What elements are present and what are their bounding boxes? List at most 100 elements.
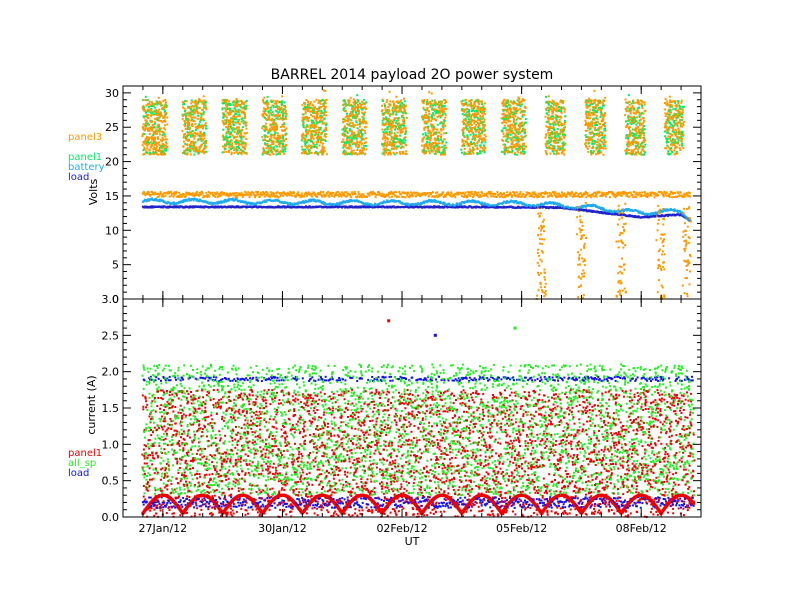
panel3-voltage-point (471, 193, 474, 196)
panel-day-voltage-point (311, 110, 314, 113)
panel3-voltage-point (320, 193, 323, 196)
panel3-voltage-point (233, 192, 236, 195)
panel-day-voltage-point (157, 110, 160, 113)
panel-day-voltage-point (146, 139, 149, 142)
panel-day-voltage-point (391, 137, 394, 140)
panel-day-voltage-point (424, 151, 427, 154)
battery-voltage-point (145, 200, 148, 203)
battery-voltage-point (366, 202, 369, 205)
panel3-voltage-point (336, 194, 339, 196)
panel-day-voltage-point (344, 144, 347, 146)
panel-day-voltage-point (148, 148, 151, 151)
panel-day-voltage-point (310, 130, 313, 133)
battery-voltage-point (249, 203, 252, 206)
panel3-voltage-point (300, 194, 303, 197)
panel-day-voltage-point (462, 121, 465, 124)
panel-day-voltage-point (151, 110, 154, 113)
panel-day-voltage-point (272, 140, 274, 143)
panel-day-voltage-point (235, 146, 238, 148)
panel-day-voltage-point (282, 143, 284, 146)
panel-day-voltage-point (384, 104, 386, 107)
panel-day-voltage-point (389, 124, 392, 126)
panel-day-voltage-point (394, 124, 396, 127)
panel-day-voltage-point (305, 106, 308, 108)
panel-day-voltage-point (354, 134, 357, 136)
battery-voltage-point (173, 201, 175, 204)
panel3-voltage-point (175, 191, 178, 193)
panel-day-voltage-point (184, 110, 186, 113)
panel-day-voltage-point (224, 136, 227, 139)
panel3-voltage-point (473, 193, 476, 196)
battery-voltage-point (186, 199, 189, 202)
panel3-voltage-point (354, 193, 357, 195)
panel-day-voltage-point (191, 148, 194, 151)
panel-day-voltage-point (266, 118, 269, 121)
panel-day-voltage-point (472, 146, 474, 149)
panel-day-voltage-point (205, 139, 207, 142)
panel-day-voltage-point (425, 122, 428, 125)
panel-day-voltage-point (276, 132, 279, 135)
panel-day-voltage-point (423, 136, 426, 139)
panel3-voltage-point (269, 195, 272, 198)
panel3-voltage-point (347, 192, 350, 195)
panel3-voltage-point (493, 195, 496, 198)
panel-day-voltage-point (266, 145, 269, 147)
panel-day-voltage-point (199, 99, 202, 102)
panel3-voltage-point (334, 194, 337, 197)
panel-day-voltage-point (386, 109, 389, 111)
panel3-voltage-point (390, 190, 393, 193)
panel-day-voltage-point (484, 129, 487, 132)
panel-day-voltage-point (197, 115, 200, 117)
panel-day-voltage-point (396, 106, 399, 109)
panel-day-voltage-point (476, 135, 479, 138)
panel3-voltage-point (157, 192, 160, 195)
panel-day-voltage-point (484, 135, 487, 138)
panel-day-voltage-point (223, 102, 226, 105)
panel-day-voltage-point (427, 136, 430, 139)
panel-day-voltage-point (428, 150, 431, 153)
panel-day-voltage-point (148, 128, 151, 131)
battery-voltage-point (254, 203, 256, 206)
battery-voltage-point (232, 197, 235, 200)
panel-day-voltage-point (142, 128, 145, 131)
panel-day-voltage-point (233, 141, 236, 144)
panel-day-voltage-point (323, 111, 326, 114)
panel3-voltage-point (406, 194, 409, 197)
panel-day-voltage-point (153, 110, 156, 113)
panel-day-voltage-point (390, 129, 393, 132)
panel3-voltage-point (155, 193, 158, 195)
panel-day-voltage-point (224, 115, 227, 117)
panel-day-voltage-point (356, 146, 359, 149)
panel-day-voltage-point (389, 132, 392, 135)
panel-day-voltage-point (314, 133, 317, 136)
panel3-voltage-point (193, 193, 196, 196)
panel-day-voltage-point (479, 107, 482, 110)
panel-day-voltage-point (278, 141, 281, 144)
panel3-voltage-point (461, 195, 463, 198)
panel-day-voltage-point (226, 143, 229, 146)
panel-day-voltage-point (144, 151, 147, 154)
panel-day-voltage-point (426, 141, 429, 144)
panel-day-voltage-point (264, 136, 267, 139)
panel-day-voltage-point (183, 151, 186, 153)
panel-day-voltage-point (483, 144, 486, 147)
panel-day-voltage-point (363, 153, 366, 156)
panel3-voltage-point (293, 192, 295, 195)
panel-day-voltage-point (404, 127, 407, 130)
load-voltage-point (276, 206, 279, 209)
panel-day-voltage-point (355, 101, 358, 104)
panel-day-voltage-point (198, 99, 201, 101)
panel-day-voltage-point (484, 141, 487, 144)
load-voltage-point (344, 206, 347, 209)
battery-voltage-point (143, 200, 146, 203)
panel-day-voltage-point (263, 110, 266, 113)
panel-day-voltage-point (420, 144, 423, 147)
panel3-voltage-point (223, 191, 226, 194)
panel3-voltage-point (144, 194, 147, 197)
panel3-voltage-point (172, 195, 175, 198)
panel-day-voltage-point (274, 132, 276, 135)
panel-day-voltage-point (232, 146, 235, 149)
panel3-voltage-point (166, 192, 169, 195)
panel-day-voltage-point (443, 138, 446, 141)
panel3-voltage-point (229, 193, 232, 196)
